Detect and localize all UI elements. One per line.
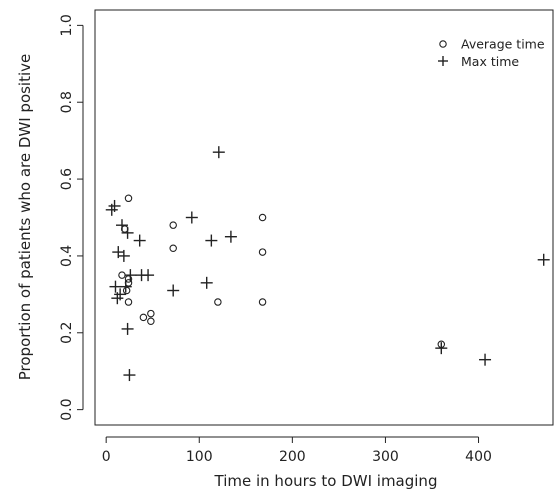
average-time-point [258,248,267,256]
max-time-point [133,234,146,247]
max-time-point [224,230,237,243]
max-time-point [479,353,492,366]
average-time-point [147,317,155,325]
average-time-point [118,271,126,279]
max-time-point [435,342,448,355]
y-tick-label: 0.0 [59,398,75,420]
legend-circle-icon [439,40,447,48]
average-time-point [258,298,267,306]
y-tick-label: 0.2 [59,322,75,344]
max-time-point [167,284,180,297]
legend-plus-icon [438,56,448,66]
max-time-point [115,219,128,232]
average-time-point [147,309,155,318]
average-time-point [169,221,177,229]
average-time-point [139,313,148,322]
max-time-point [108,199,121,212]
average-time-point [169,244,177,252]
max-time-point [185,211,198,224]
x-axis: 0 100 200 300 400 [102,436,492,465]
x-tick-label: 400 [465,449,492,465]
max-time-point [119,280,132,293]
y-axis-title: Proportion of patients who are DWI posit… [16,54,34,381]
x-tick-label: 0 [102,449,111,465]
max-time-point [109,280,122,293]
max-time-point [212,146,225,159]
legend-label-max-time: Max time [461,54,519,69]
max-time-point [117,249,130,262]
max-time-point [114,288,127,301]
average-time-point [258,213,267,222]
max-time-point [537,253,550,266]
x-axis-title: Time in hours to DWI imaging [214,472,438,490]
x-tick-label: 100 [186,449,213,465]
average-time-point [124,194,133,203]
max-time-point [142,269,155,282]
legend-label-average-time: Average time [461,37,545,52]
x-tick-label: 300 [372,449,399,465]
max-time-point [124,269,137,282]
y-tick-label: 0.6 [59,168,75,190]
y-tick-label: 0.4 [59,245,75,267]
data-marks [105,146,550,382]
max-time-point [200,276,213,289]
max-time-point [121,226,134,239]
legend: Average time Max time [438,37,545,69]
y-axis: 0.0 0.2 0.4 0.6 0.8 1.0 [59,14,84,421]
average-time-point [214,298,222,306]
average-time-point [122,286,131,295]
y-tick-label: 0.8 [59,91,75,113]
y-tick-label: 1.0 [59,14,75,36]
max-time-point [123,369,136,382]
x-tick-label: 200 [279,449,306,465]
max-time-point [121,322,134,335]
plot-area-frame [94,9,554,426]
max-time-point [205,234,218,247]
average-time-point [124,298,133,306]
